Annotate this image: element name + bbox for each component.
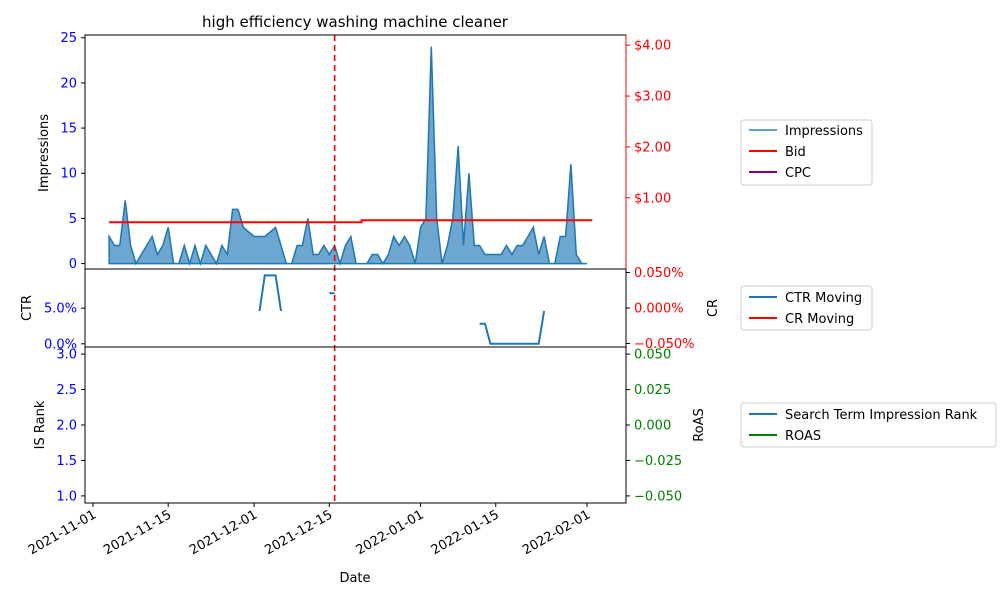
xtick-label: 2021-11-15 [101,507,174,558]
top-y2tick-label: $2.00 [634,140,671,155]
top-ylabel: Impressions [37,114,52,192]
bottom-y2tick-label: −0.025 [634,454,682,469]
middle-ytick-label: 5.0% [44,302,77,317]
bid-line [109,219,593,224]
xtick-label: 2021-12-15 [262,507,335,558]
bottom-y2tick-label: −0.050 [634,489,682,504]
legend-ctr-label: CTR Moving [785,291,862,306]
bottom-y2tick-label: 0.050 [634,348,671,363]
chart-title: high efficiency washing machine cleaner [202,13,509,31]
xtick-label: 2022-01-15 [429,507,502,558]
legend-cpc-label: CPC [785,166,811,181]
legend-cr-label: CR Moving [785,312,854,327]
middle-y2tick-label: 0.050% [634,266,684,281]
middle-ylabel: CTR [20,295,35,321]
bottom-y2tick-label: 0.000 [634,419,671,434]
middle-panel: 0.0% 5.0% −0.050% 0.000% 0.050% [44,266,695,352]
top-ytick-label: 10 [60,167,77,182]
top-ytick-label: 15 [60,122,77,137]
bottom-ytick-label: 2.5 [56,383,77,398]
middle-y2tick-label: −0.050% [634,337,694,352]
legend-impressions-label: Impressions [785,124,863,139]
bottom-panel: 1.0 1.5 2.0 2.5 3.0 −0.050 −0.025 0.000 0.025 0.0… [26,35,682,558]
bottom-ytick-label: 1.5 [56,454,77,469]
top-ytick-label: 5 [69,212,77,227]
bottom-ytick-label: 2.0 [56,419,77,434]
top-ytick-label: 0 [69,257,77,272]
middle-panel-frame [84,268,627,348]
x-axis-label: Date [339,571,370,586]
xtick-label: 2021-11-01 [26,507,99,558]
top-ytick-label: 25 [60,31,77,46]
bottom-ytick-label: 3.0 [56,348,77,363]
top-ytick-label: 20 [60,76,77,91]
ctr-moving-line [258,274,282,312]
bottom-panel-frame [84,346,627,504]
legend-isrank-label: Search Term Impression Rank [785,408,978,423]
bottom-ylabel: IS Rank [33,400,48,449]
top-y2tick-label: $1.00 [634,191,671,206]
xtick-label: 2022-01-01 [354,507,427,558]
ctr-moving-line [479,310,546,345]
legend-bid-label: Bid [785,145,806,160]
legend-roas-label: ROAS [785,429,821,444]
xtick-label: 2021-12-01 [187,507,260,558]
middle-ytick-label: 0.0% [44,337,77,352]
xtick-label: 2022-02-01 [520,507,593,558]
middle-y2tick-label: 0.000% [634,302,684,317]
top-y2tick-label: $4.00 [634,39,671,54]
top-y2tick-label: $3.00 [634,90,671,105]
bottom-y2label: RoAS [692,408,707,442]
bottom-y2tick-label: 0.025 [634,383,671,398]
impressions-area [108,46,588,267]
legend-top: Impressions Bid CPC [740,119,873,186]
legend-bottom: Search Term Impression Rank ROAS [740,402,997,448]
bottom-ytick-label: 1.0 [56,489,77,504]
middle-y2label: CR [706,299,721,317]
legend-middle: CTR Moving CR Moving [740,285,873,331]
top-panel: 0 5 10 15 20 25 $1.00 $2.00 $3.00 $4.00 [60,31,671,272]
